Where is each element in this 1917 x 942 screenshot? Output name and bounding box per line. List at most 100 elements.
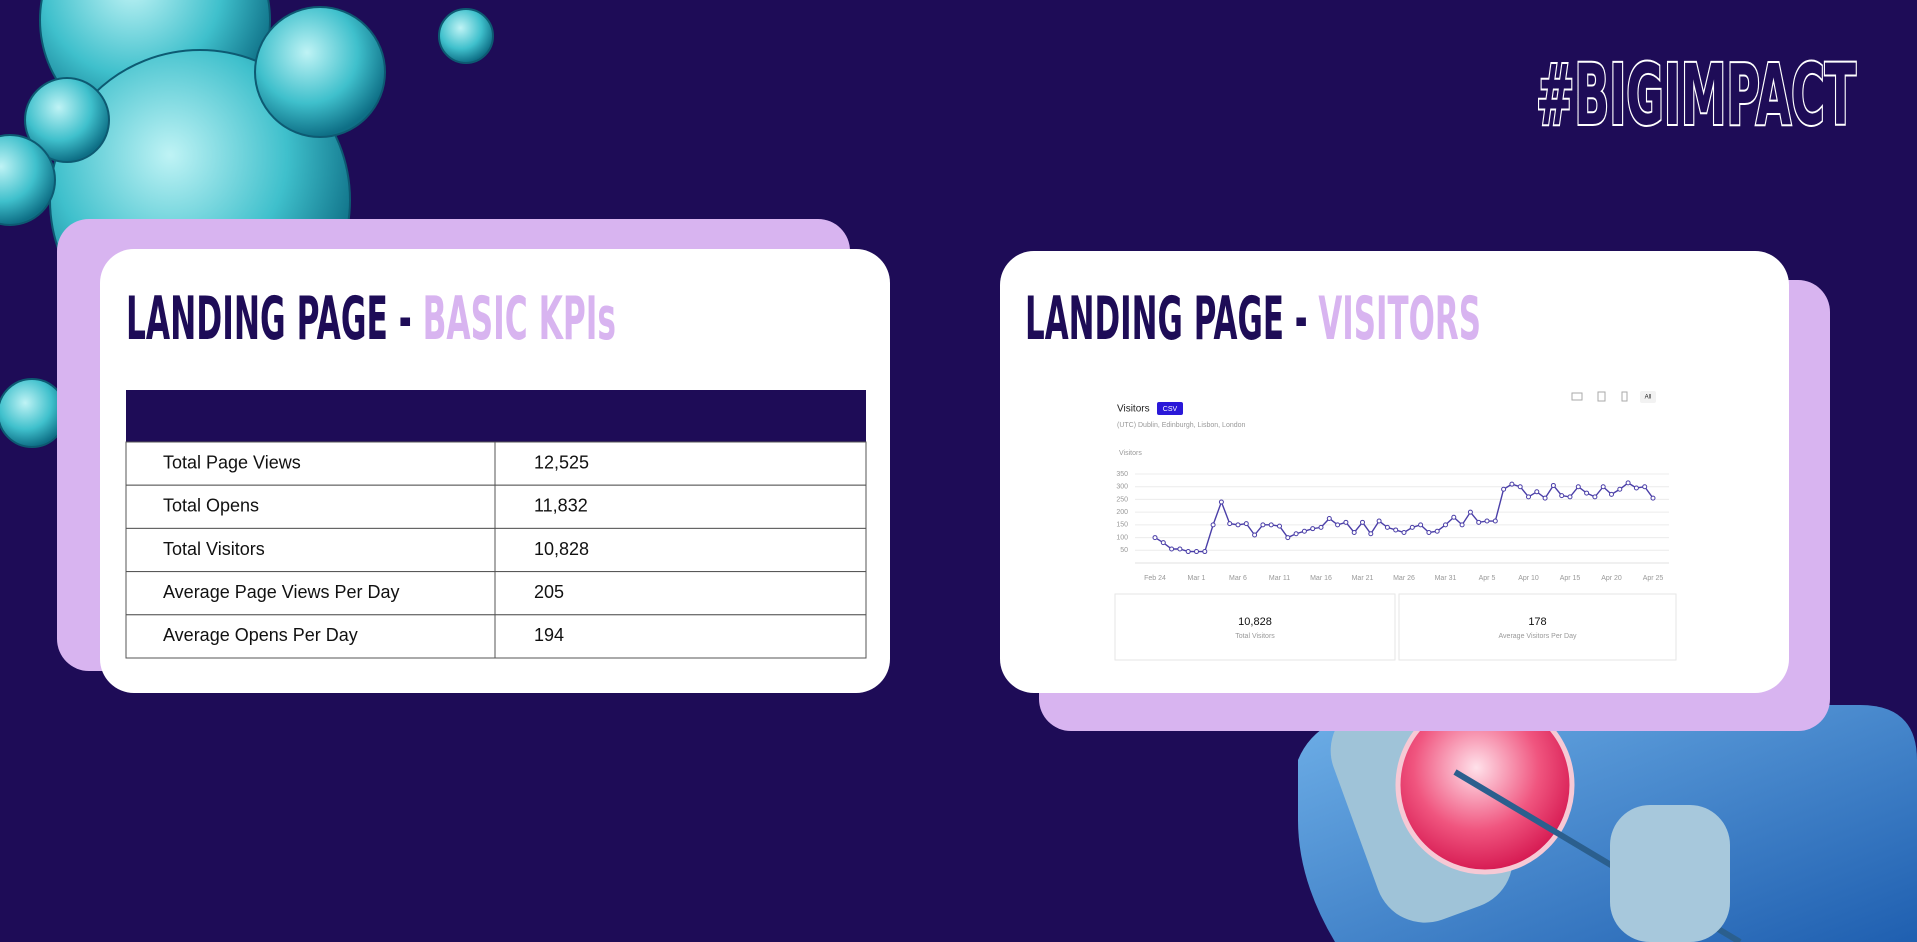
data-point <box>1393 527 1399 533</box>
data-point <box>1451 514 1457 520</box>
card-title: LANDING PAGE - BASIC KPIs <box>126 284 616 354</box>
row-value: 205 <box>534 582 564 602</box>
data-point <box>1401 529 1407 535</box>
y-tick-label: 50 <box>1120 547 1128 554</box>
table-row <box>125 571 867 616</box>
data-point <box>1268 522 1274 528</box>
data-point <box>1542 495 1548 501</box>
title-highlight: BASIC KPIs <box>423 284 616 354</box>
lab-photo <box>1298 686 1917 942</box>
data-point <box>1194 549 1199 555</box>
data-point <box>1409 524 1415 530</box>
csv-button[interactable] <box>1157 402 1183 415</box>
data-point <box>1360 519 1365 525</box>
y-tick-label: 200 <box>1116 509 1128 516</box>
x-tick-label: Apr 20 <box>1601 575 1622 582</box>
data-point <box>1293 531 1299 537</box>
data-point <box>1160 540 1166 546</box>
data-point <box>1418 522 1424 528</box>
data-point <box>1384 524 1390 530</box>
data-point <box>1534 489 1540 495</box>
data-point <box>1459 522 1465 528</box>
y-tick-label: 250 <box>1116 496 1128 503</box>
data-point <box>1467 509 1473 515</box>
data-point <box>1617 486 1623 492</box>
data-point <box>1592 494 1598 500</box>
card-title: LANDING PAGE - VISITORS <box>1025 284 1481 354</box>
y-tick-label: 150 <box>1116 522 1128 529</box>
x-tick-label: Mar 31 <box>1435 575 1457 582</box>
title-highlight: VISITORS <box>1318 284 1481 354</box>
row-value: 10,828 <box>534 539 589 559</box>
data-point <box>1169 546 1175 552</box>
data-point <box>1584 490 1590 496</box>
data-point <box>1501 486 1507 492</box>
data-point <box>1277 523 1282 529</box>
stat-box <box>1114 593 1396 661</box>
data-point <box>1235 522 1241 528</box>
x-tick-label: Mar 21 <box>1352 575 1374 582</box>
data-point <box>1625 480 1631 486</box>
kpi-table: Total Page Views 12,525 Total Opens 11,832 T… <box>125 390 867 659</box>
chart-subtitle: (UTC) Dublin, Edinburgh, Lisbon, London <box>1117 422 1246 429</box>
data-point <box>1575 484 1581 490</box>
y-axis-label: Visitors <box>1119 450 1142 457</box>
data-point <box>1550 482 1556 488</box>
visitors-chart: Visitors CSV (UTC) Dublin, Edinburgh, Li… <box>1114 391 1677 661</box>
x-tick-label: Apr 25 <box>1643 575 1664 582</box>
x-tick-label: Apr 5 <box>1479 575 1496 582</box>
data-point <box>1376 518 1382 524</box>
stat-label: Total Visitors <box>1235 633 1275 640</box>
row-value: 194 <box>534 625 564 645</box>
stat-value: 178 <box>1528 616 1546 628</box>
data-point <box>1210 522 1216 528</box>
row-label: Average Opens Per Day <box>163 625 358 645</box>
data-point <box>1633 485 1639 491</box>
data-point <box>1426 529 1432 535</box>
x-tick-label: Mar 26 <box>1393 575 1415 582</box>
data-point <box>1600 484 1606 490</box>
data-point <box>1492 518 1498 524</box>
stat-label: Average Visitors Per Day <box>1499 633 1577 640</box>
data-point <box>1202 549 1208 555</box>
data-point <box>1642 484 1648 490</box>
row-label: Average Page Views Per Day <box>163 582 399 602</box>
y-tick-label: 300 <box>1116 484 1128 491</box>
x-tick-label: Feb 24 <box>1144 575 1166 582</box>
data-point <box>1177 546 1183 552</box>
row-value: 12,525 <box>534 452 589 472</box>
x-tick-label: Apr 10 <box>1518 575 1539 582</box>
data-point <box>1609 491 1614 497</box>
y-tick-label: 100 <box>1116 534 1128 541</box>
data-point <box>1351 529 1357 535</box>
data-point <box>1434 528 1440 534</box>
title-text: LANDING PAGE - <box>1025 284 1318 354</box>
data-point <box>1517 484 1523 490</box>
data-point <box>1343 519 1349 525</box>
row-label: Total Opens <box>163 496 259 516</box>
csv-button-label[interactable]: CSV <box>1163 406 1178 413</box>
x-tick-label: Mar 16 <box>1310 575 1332 582</box>
x-tick-label: Mar 11 <box>1269 575 1290 582</box>
table-header <box>126 390 866 442</box>
data-point <box>1443 522 1448 528</box>
data-point <box>1243 521 1249 527</box>
row-value: 11,832 <box>534 496 588 516</box>
device-icons[interactable] <box>1571 391 1628 402</box>
table-row <box>125 527 867 573</box>
data-point <box>1476 519 1482 525</box>
data-point <box>1260 522 1266 528</box>
title-text: LANDING PAGE - <box>126 284 423 354</box>
data-point <box>1368 531 1374 537</box>
hashtag: #BIGIMPACT <box>1536 46 1856 144</box>
device-all-button[interactable] <box>1640 391 1656 403</box>
data-point <box>1567 494 1573 500</box>
data-point <box>1526 494 1531 500</box>
x-tick-label: Mar 6 <box>1229 575 1247 582</box>
stat-value: 10,828 <box>1238 616 1272 628</box>
device-all-label[interactable]: All <box>1645 395 1652 401</box>
data-point <box>1318 524 1324 530</box>
data-point <box>1484 518 1490 524</box>
data-point <box>1185 549 1191 555</box>
